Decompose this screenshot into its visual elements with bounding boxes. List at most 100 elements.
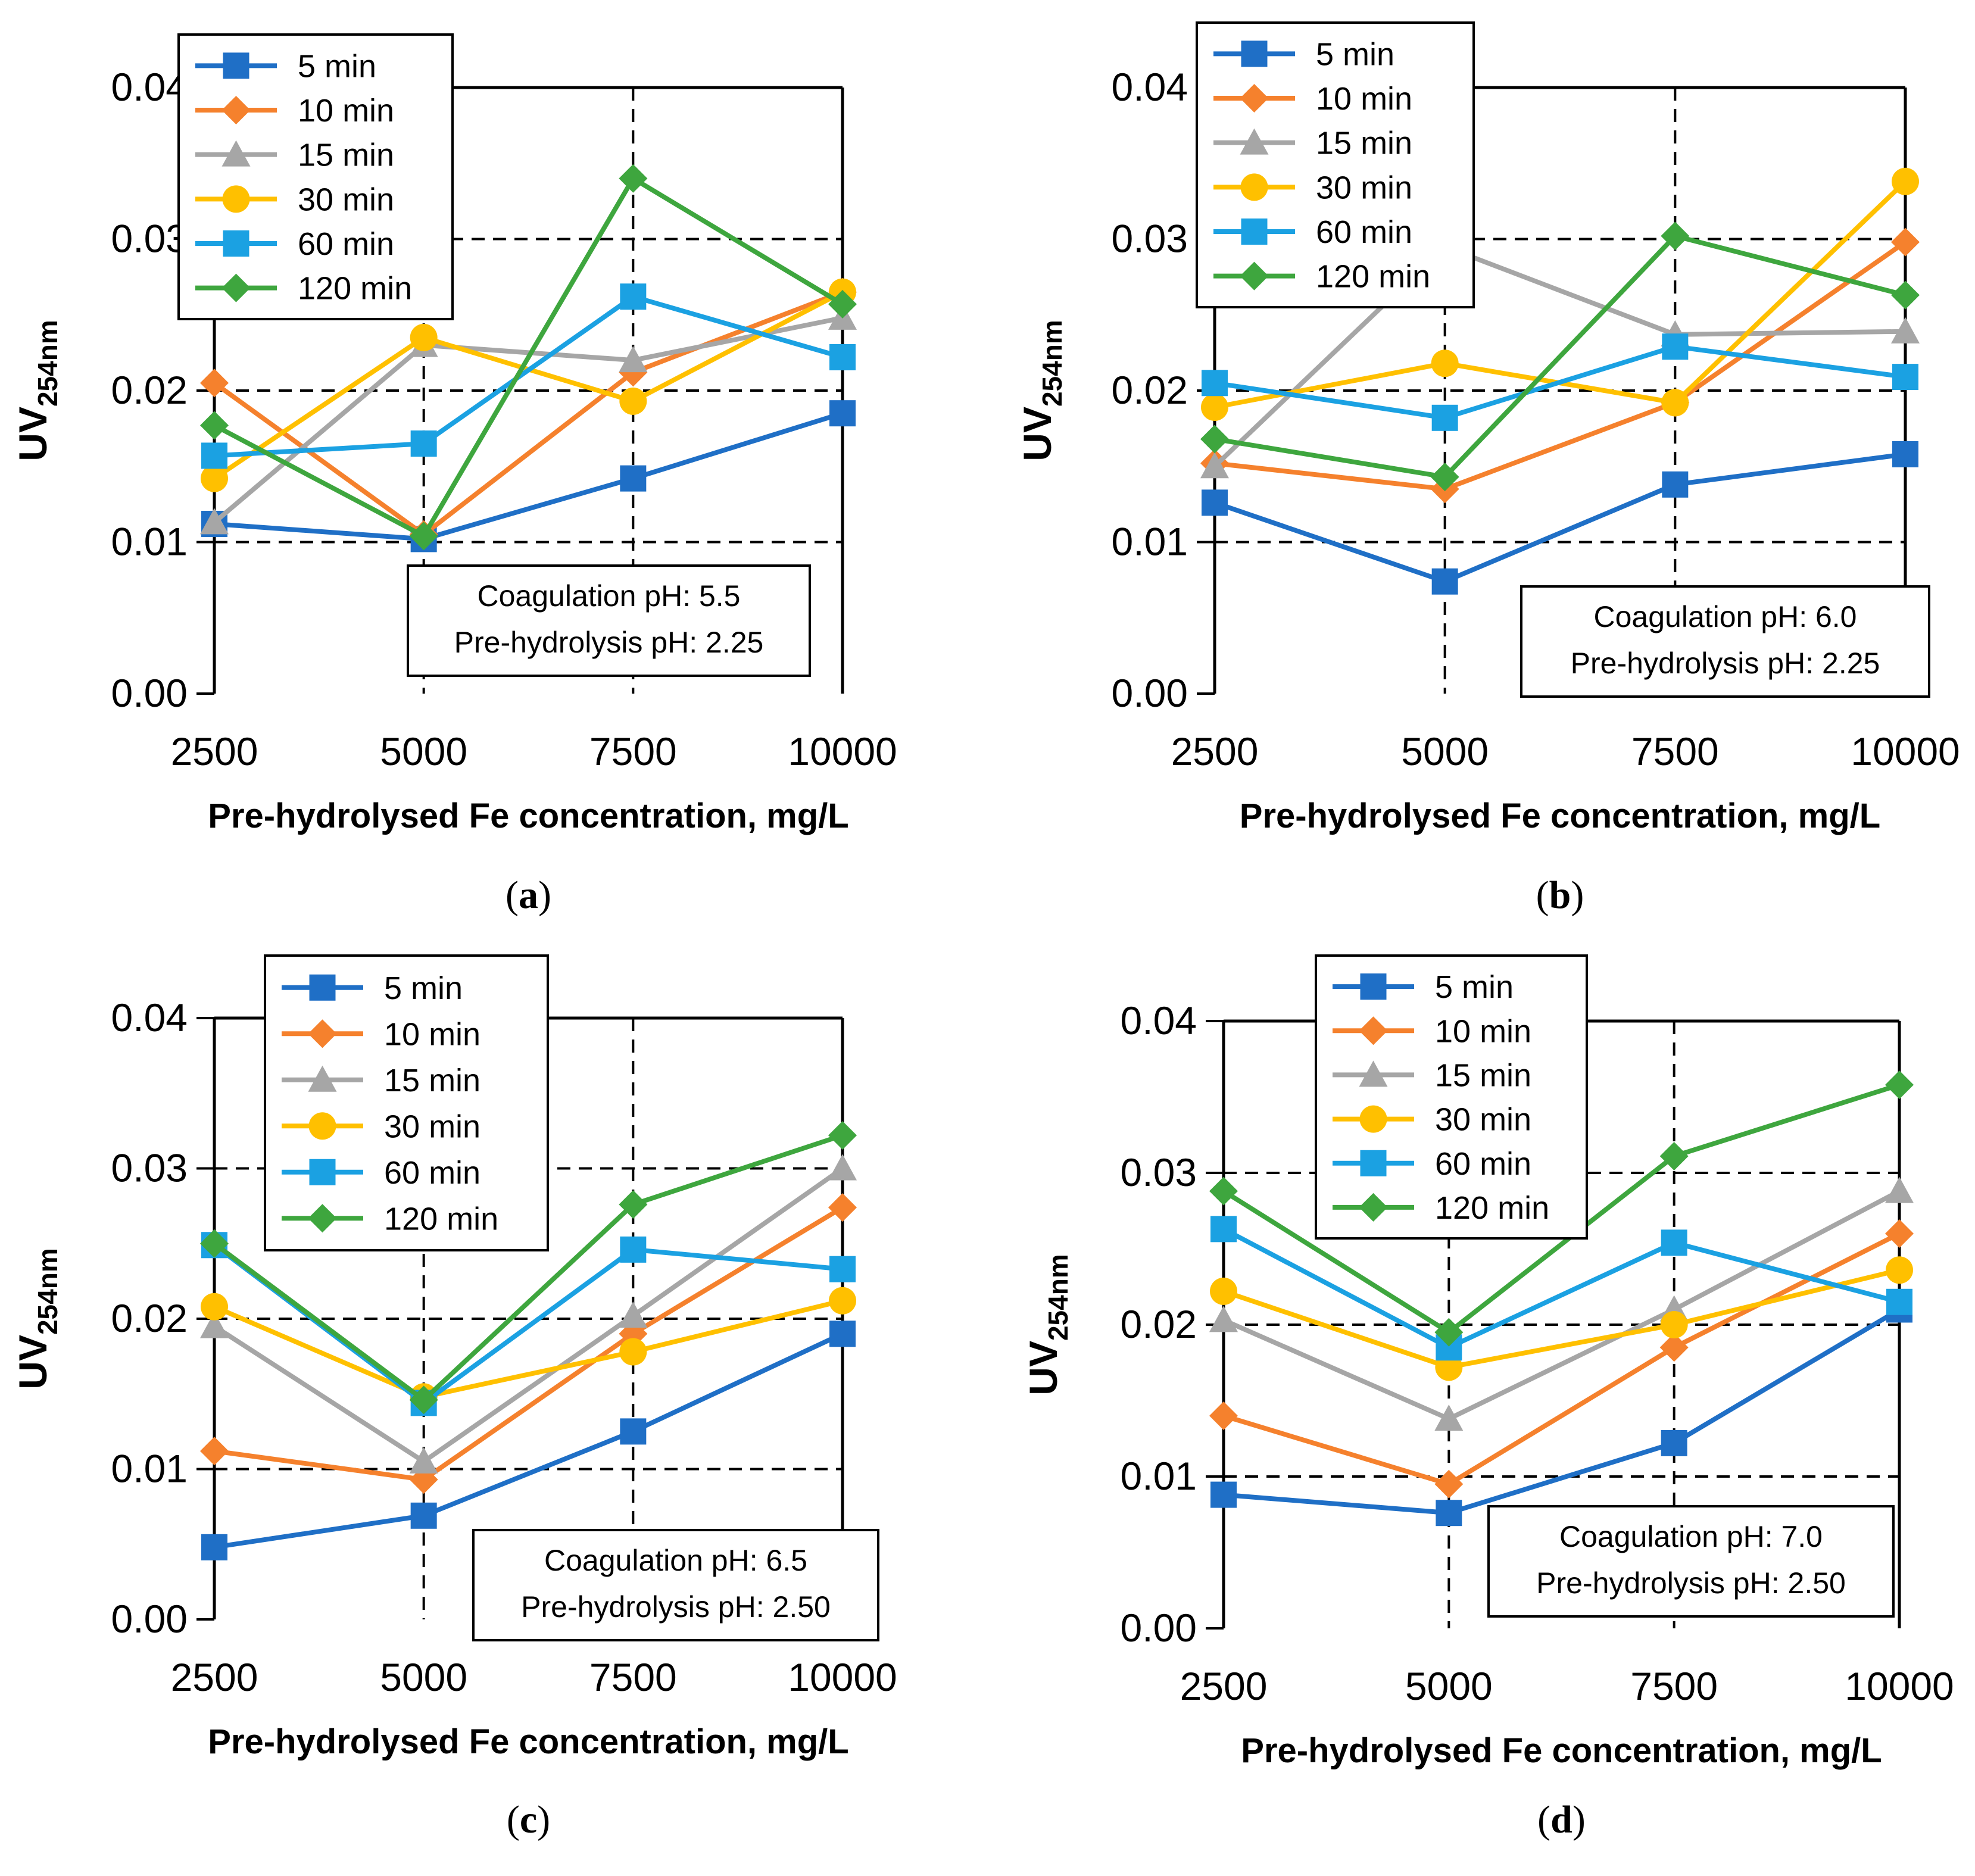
legend-entry: 10 min	[384, 1016, 481, 1052]
annotation-text: Coagulation pH: 6.5	[544, 1544, 807, 1577]
data-point-30-min	[619, 1338, 647, 1366]
data-point-60-min	[620, 283, 647, 310]
y-axis-label: UV254nm	[11, 320, 63, 461]
y-tick-label: 0.04	[1121, 998, 1197, 1042]
data-point-120-min	[1434, 1318, 1464, 1347]
y-axis-label: UV254nm	[11, 1248, 63, 1389]
legend-marker	[1240, 261, 1269, 291]
caption-letter: b	[1549, 873, 1571, 917]
legend-entry: 15 min	[1316, 126, 1412, 161]
legend-marker	[308, 1065, 337, 1092]
data-point-10-min	[1885, 1219, 1914, 1248]
series-line-60-min	[1222, 1226, 1901, 1350]
annotation-text: Pre-hydrolysis pH: 2.50	[521, 1590, 831, 1624]
series-line-60-min	[1214, 344, 1906, 420]
data-point-15-min	[1434, 1404, 1464, 1431]
legend-box	[1315, 954, 1588, 1240]
legend-entry: 60 min	[1435, 1146, 1531, 1182]
y-tick-label: 0.02	[111, 368, 188, 412]
y-tick-label: 0.01	[1121, 1454, 1197, 1498]
y-tick-label: 0.04	[111, 65, 188, 109]
data-point-60-min	[1662, 333, 1689, 360]
legend-entry: 30 min	[384, 1109, 481, 1144]
data-point-120-min	[619, 164, 648, 193]
legend-marker	[1241, 218, 1268, 245]
panel-caption: (b)	[1536, 873, 1584, 917]
legend: 5 min 10 min 15 min 30 min 60 min 120 min	[177, 33, 454, 320]
x-tick-label: 5000	[1401, 729, 1489, 773]
caption-close: )	[1571, 873, 1584, 917]
caption-close: )	[537, 1798, 550, 1841]
caption-letter: c	[520, 1798, 537, 1841]
data-point-15-min	[200, 508, 229, 535]
legend-marker	[223, 230, 249, 257]
data-point-5-min	[620, 465, 647, 492]
caption-open: (	[507, 1798, 520, 1841]
legend-entry: 60 min	[1316, 214, 1412, 250]
data-point-5-min	[1662, 471, 1689, 498]
data-point-15-min	[1200, 452, 1229, 479]
data-point-15-min	[409, 1447, 438, 1474]
legend-marker	[221, 140, 251, 167]
data-point-10-min	[1434, 1469, 1464, 1499]
annotation-text: Pre-hydrolysis pH: 2.25	[454, 626, 764, 659]
data-point-5-min	[829, 1321, 856, 1347]
legend-entry: 15 min	[1435, 1057, 1531, 1093]
data-point-30-min	[1886, 1256, 1913, 1284]
legend-box	[177, 33, 454, 320]
y-tick-label: 0.02	[1121, 1302, 1197, 1346]
data-point-5-min	[1210, 1481, 1237, 1508]
data-point-120-min	[828, 289, 857, 319]
legend-entry: 10 min	[1316, 81, 1412, 117]
data-point-5-min	[1661, 1429, 1687, 1456]
data-point-30-min	[201, 464, 228, 492]
caption-letter: d	[1550, 1798, 1572, 1841]
y-axis-label: UV254nm	[1021, 1254, 1074, 1395]
caption-open: (	[506, 873, 519, 917]
series-line-5-min	[214, 411, 844, 542]
legend: 5 min 10 min 15 min 30 min 60 min 120 min	[264, 954, 549, 1251]
data-point-60-min	[829, 1256, 856, 1282]
data-point-5-min	[620, 1418, 647, 1445]
y-axis-label-subscript: 254nm	[32, 1248, 63, 1335]
data-point-10-min	[1891, 227, 1920, 257]
series-line-5-min	[1223, 1307, 1901, 1516]
legend-marker	[1241, 40, 1268, 67]
data-point-30-min	[829, 1287, 856, 1315]
y-tick-label: 0.03	[1121, 1150, 1197, 1194]
legend-marker	[1240, 128, 1269, 155]
data-point-15-min	[200, 1312, 229, 1338]
annotation-box	[1520, 585, 1930, 698]
legend: 5 min 10 min 15 min 30 min 60 min 120 min	[1315, 954, 1588, 1240]
data-point-60-min	[1661, 1229, 1687, 1256]
series-line-10-min	[1214, 240, 1907, 492]
legend-entry: 30 min	[1316, 170, 1412, 205]
data-point-120-min	[619, 1190, 648, 1219]
legend-entry: 120 min	[1435, 1190, 1549, 1226]
annotation-text: Pre-hydrolysis pH: 2.50	[1536, 1566, 1846, 1600]
data-point-60-min	[201, 442, 227, 469]
data-point-10-min	[200, 1437, 229, 1466]
x-tick-label: 5000	[1405, 1664, 1493, 1708]
y-tick-label: 0.04	[1112, 65, 1188, 109]
legend-entry: 30 min	[1435, 1102, 1531, 1138]
legend-marker	[1240, 173, 1268, 201]
legend-marker	[309, 1159, 336, 1185]
series-line-30-min	[213, 1298, 843, 1400]
data-point-15-min	[619, 1301, 648, 1328]
x-tick-label: 2500	[171, 1655, 258, 1699]
caption-open: (	[1536, 873, 1549, 917]
data-point-60-min	[1431, 404, 1458, 431]
panel-caption: (c)	[507, 1798, 550, 1841]
y-tick-label: 0.00	[1121, 1606, 1197, 1650]
legend-entry: 10 min	[1435, 1013, 1531, 1049]
legend-marker	[222, 185, 250, 213]
y-tick-label: 0.04	[111, 995, 188, 1040]
annotation-text: Coagulation pH: 5.5	[478, 579, 741, 613]
data-point-10-min	[1659, 1333, 1689, 1362]
y-tick-label: 0.01	[111, 1447, 188, 1491]
y-tick-label: 0.03	[1112, 217, 1188, 261]
y-axis-label-main: UV	[1015, 407, 1059, 461]
data-point-30-min	[1431, 349, 1459, 377]
